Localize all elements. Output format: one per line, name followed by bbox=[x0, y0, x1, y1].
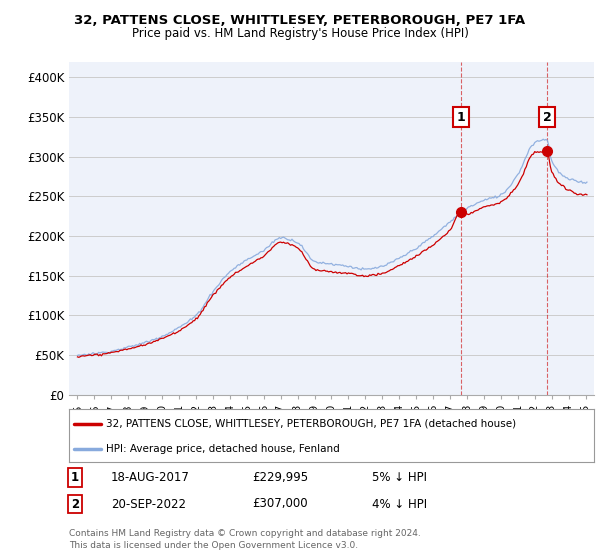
Text: £229,995: £229,995 bbox=[252, 470, 308, 484]
Text: 32, PATTENS CLOSE, WHITTLESEY, PETERBOROUGH, PE7 1FA (detached house): 32, PATTENS CLOSE, WHITTLESEY, PETERBORO… bbox=[106, 419, 516, 429]
Text: Contains HM Land Registry data © Crown copyright and database right 2024.
This d: Contains HM Land Registry data © Crown c… bbox=[69, 529, 421, 550]
Text: 1: 1 bbox=[457, 111, 465, 124]
Text: 20-SEP-2022: 20-SEP-2022 bbox=[111, 497, 186, 511]
Text: £307,000: £307,000 bbox=[252, 497, 308, 511]
Text: 5% ↓ HPI: 5% ↓ HPI bbox=[372, 470, 427, 484]
Text: 1: 1 bbox=[71, 470, 79, 484]
Text: 18-AUG-2017: 18-AUG-2017 bbox=[111, 470, 190, 484]
Text: 2: 2 bbox=[542, 111, 551, 124]
Text: 2: 2 bbox=[71, 497, 79, 511]
Text: 4% ↓ HPI: 4% ↓ HPI bbox=[372, 497, 427, 511]
Text: HPI: Average price, detached house, Fenland: HPI: Average price, detached house, Fenl… bbox=[106, 444, 340, 454]
Text: Price paid vs. HM Land Registry's House Price Index (HPI): Price paid vs. HM Land Registry's House … bbox=[131, 27, 469, 40]
Text: 32, PATTENS CLOSE, WHITTLESEY, PETERBOROUGH, PE7 1FA: 32, PATTENS CLOSE, WHITTLESEY, PETERBORO… bbox=[74, 14, 526, 27]
